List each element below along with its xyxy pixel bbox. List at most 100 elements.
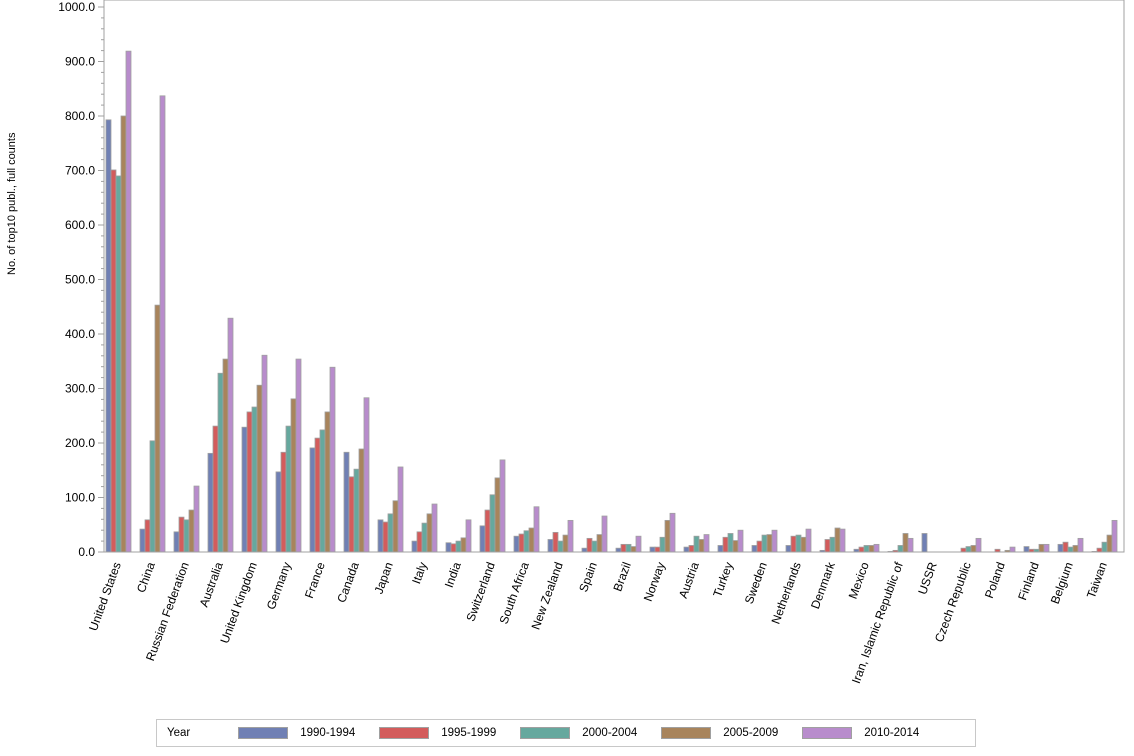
bar [426,513,433,553]
y-axis-label: No. of top10 publ., full counts [6,132,18,275]
y-axis: 0.0 100.0 200.0 300.0 400.0 500.0 600.0 700.0 80… [58,0,104,559]
bar [800,536,807,553]
bar [562,534,569,553]
bar-group [309,366,336,553]
y-tick-label: 100.0 [65,491,95,505]
y-tick-label: 800.0 [65,109,95,123]
bar [358,448,365,553]
x-tick-label: Finland [1015,560,1042,602]
x-tick-label: Japan [371,560,395,596]
bar [659,536,666,553]
bar-group [343,397,370,553]
bar [513,535,520,553]
x-tick-label: Austria [676,560,702,600]
legend-swatch [520,727,571,739]
bar [829,536,836,553]
bar [115,175,122,553]
bar [824,539,831,553]
bar [970,545,977,553]
x-tick-label: Belgium [1048,560,1076,606]
bar [324,411,331,553]
bar [363,397,370,553]
bar [902,533,909,553]
bar [173,531,180,553]
bar [960,547,967,553]
bar [654,546,661,553]
bar [460,537,467,553]
bar [1009,546,1016,553]
bar [921,533,928,553]
bar [547,539,554,553]
bar [455,540,462,553]
x-tick-label: Germany [264,560,294,611]
x-tick-label: Australia [197,560,226,609]
bar [314,437,321,553]
bar [246,411,253,553]
bar-group [819,527,846,553]
bar [319,429,326,553]
bar [353,468,360,553]
x-tick-label: Denmark [808,559,838,610]
bar [484,509,491,553]
bar [518,533,525,553]
bar [795,534,802,553]
bar [105,119,112,553]
legend-title: Year [167,727,191,739]
bar [615,547,622,553]
bar [839,528,846,553]
x-tick-label: Spain [576,560,600,594]
bar [499,459,506,553]
bar [183,519,190,553]
bar [193,485,200,553]
bar [761,534,768,553]
bar [431,503,438,553]
bar [717,545,724,553]
y-tick-label: 900.0 [65,55,95,69]
bar [965,546,972,553]
legend-item: 1990-1994 [238,727,355,739]
bar [975,537,982,553]
bar [873,543,880,553]
bar [1101,541,1108,553]
x-tick-label: South Africa [497,560,532,626]
y-tick-label: 0.0 [78,545,95,559]
legend-item: 1995-1999 [379,727,496,739]
x-tick-label: Canada [334,560,362,605]
bar [771,529,778,553]
bar [766,534,773,553]
y-tick-label: 600.0 [65,218,95,232]
bar [591,540,598,553]
bar [445,542,452,553]
bar [863,545,870,553]
bar [411,540,418,553]
bar [397,466,404,553]
x-tick-label: France [302,560,328,600]
bar [144,519,151,553]
bar-group [921,533,928,553]
bar [635,535,642,553]
bar [227,317,234,553]
bar [533,506,540,553]
x-tick-label: Turkey [710,560,736,599]
bar [596,534,603,553]
x-tick-label: Italy [409,560,430,585]
bar [188,509,195,553]
x-tick-label: United Kingdom [217,560,259,645]
bar [581,547,588,553]
legend: Year 1990-1994 1995-1999 2000-2004 2005-… [156,719,976,747]
bar [756,540,763,553]
bar [722,536,729,553]
bar-group [173,485,200,553]
bar-group [445,519,472,553]
bar [110,169,117,553]
bar [465,519,472,553]
bar [1067,546,1074,553]
bar [377,519,384,553]
x-tick-label: United States [86,560,124,632]
bar [1077,537,1084,553]
bar [523,530,530,553]
bar [207,452,214,553]
x-tick-label: Norway [641,560,668,603]
